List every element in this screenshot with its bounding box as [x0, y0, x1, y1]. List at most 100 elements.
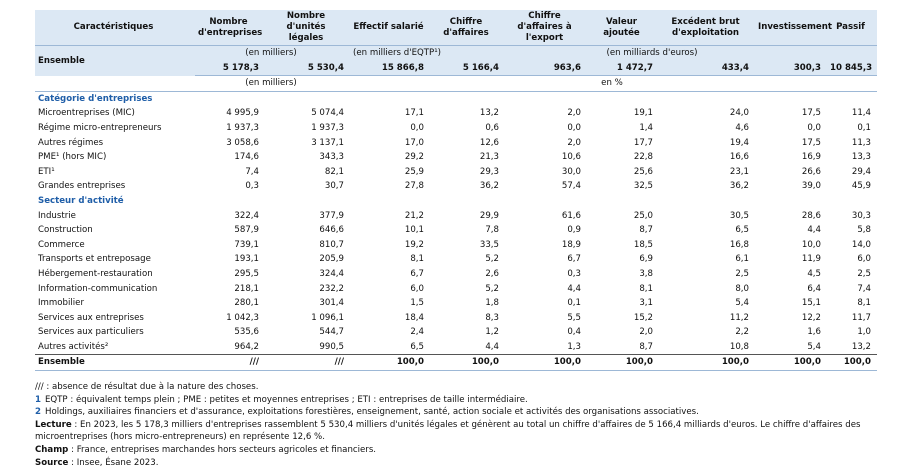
- cell: 6,9: [639, 254, 653, 265]
- row-label: PME¹ (hors MIC): [38, 152, 107, 163]
- cell: 174,6: [234, 152, 259, 163]
- cell: 25,9: [404, 166, 424, 177]
- row-label: Ensemble: [35, 45, 195, 76]
- cell: 0,1: [857, 122, 871, 133]
- cell: 30,7: [324, 181, 344, 192]
- unit-label: (en milliers d'EQTP¹): [350, 45, 441, 61]
- cell: 300,3: [755, 60, 827, 77]
- row-label: Immobilier: [38, 298, 84, 309]
- cell: 10,1: [404, 225, 424, 236]
- cell: 295,5: [234, 268, 259, 279]
- cell: 30,0: [561, 166, 581, 177]
- cell: 19,4: [729, 137, 749, 148]
- cell: 3,8: [639, 268, 653, 279]
- cell: 2,4: [410, 327, 424, 338]
- cell: 32,5: [633, 181, 653, 192]
- cell: 13,2: [851, 341, 871, 352]
- column-header: Passif: [827, 10, 877, 46]
- column-header: Chiffre d'affaires: [430, 10, 505, 46]
- cell: 12,2: [801, 312, 821, 323]
- cell: 21,3: [479, 152, 499, 163]
- unit-label: (en milliers): [195, 75, 350, 92]
- cell: 33,5: [479, 239, 499, 250]
- row-label: Industrie: [38, 210, 76, 221]
- cell: 16,8: [729, 239, 749, 250]
- column-header: Nombre d'unités légales: [265, 10, 350, 46]
- section-row: Catégorie d'entreprises: [35, 91, 877, 106]
- note-label: Champ: [35, 444, 69, 455]
- cell: 11,3: [851, 137, 871, 148]
- cell: 0,9: [567, 225, 581, 236]
- cell: 23,1: [729, 166, 749, 177]
- note: Source : Insee, Ésane 2023.: [35, 457, 895, 470]
- cell: 15,2: [633, 312, 653, 323]
- row-label: Autres régimes: [38, 137, 104, 148]
- row-label: Commerce: [38, 239, 85, 250]
- units-row: (en milliers) en %: [35, 75, 877, 92]
- cell: 535,6: [234, 327, 259, 338]
- cell: 13,2: [479, 108, 499, 119]
- cell: 587,9: [234, 225, 259, 236]
- cell: 100,0: [827, 354, 877, 372]
- cell: 29,2: [404, 152, 424, 163]
- cell: 1 937,3: [311, 122, 344, 133]
- cell: 0,0: [410, 122, 424, 133]
- unit-label: en %: [350, 75, 877, 92]
- cell: 2,5: [857, 268, 871, 279]
- row-label: Information-communication: [38, 283, 158, 294]
- cell: 5,4: [807, 341, 821, 352]
- cell: 6,4: [807, 283, 821, 294]
- note: 1 EQTP : équivalent temps plein ; PME : p…: [35, 394, 895, 407]
- cell: 4,4: [485, 341, 499, 352]
- cell: 61,6: [561, 210, 581, 221]
- cell: 193,1: [234, 254, 259, 265]
- cell: 646,6: [319, 225, 344, 236]
- cell: 19,1: [633, 108, 653, 119]
- cell: ///: [195, 354, 265, 372]
- cell: 280,1: [234, 298, 259, 309]
- cell: 30,3: [851, 210, 871, 221]
- cell: 0,3: [245, 181, 259, 192]
- cell: 343,3: [319, 152, 344, 163]
- cell: 6,7: [410, 268, 424, 279]
- cell: 1 042,3: [226, 312, 259, 323]
- cell: 8,3: [485, 312, 499, 323]
- cell: 11,9: [801, 254, 821, 265]
- data-row: Hébergement-restauration 295,5 324,4 6,7 2,6…: [35, 267, 877, 282]
- row-label: Ensemble: [35, 354, 195, 372]
- cell: 10,8: [729, 341, 749, 352]
- note-text: EQTP : équivalent temps plein ; PME : pe…: [44, 394, 528, 405]
- cell: 11,2: [729, 312, 749, 323]
- note-text: : Insee, Ésane 2023.: [68, 457, 159, 468]
- cell: 16,6: [729, 152, 749, 163]
- cell: 8,7: [639, 225, 653, 236]
- cell: 5,5: [567, 312, 581, 323]
- cell: 100,0: [659, 354, 755, 372]
- note: Champ : France, entreprises marchandes h…: [35, 444, 895, 457]
- note-text: Holdings, auxiliaires financiers et d'as…: [44, 407, 699, 418]
- cell: 14,0: [851, 239, 871, 250]
- cell: 5 530,4: [265, 60, 350, 77]
- data-row: Régime micro-entrepreneurs 1 937,3 1 937,3…: [35, 121, 877, 136]
- cell: 1,6: [807, 327, 821, 338]
- data-row: PME¹ (hors MIC) 174,6 343,3 29,2 21,3 10,6 22,…: [35, 150, 877, 165]
- cell: 12,6: [479, 137, 499, 148]
- note: 2 Holdings, auxiliaires financiers et d'a…: [35, 406, 895, 419]
- column-header: Excédent brut d'exploitation: [659, 10, 755, 46]
- column-header: Caractéristiques: [35, 10, 195, 46]
- cell: 6,1: [735, 254, 749, 265]
- cell: 8,0: [735, 283, 749, 294]
- cell: 10,0: [801, 239, 821, 250]
- cell: 28,6: [801, 210, 821, 221]
- cell: 2,6: [485, 268, 499, 279]
- column-header: Valeur ajoutée: [587, 10, 659, 46]
- cell: 0,0: [567, 122, 581, 133]
- data-table: Caractéristiques Nombre d'entreprises Nomb…: [35, 10, 877, 372]
- note-text: : En 2023, les 5 178,3 milliers d'entrep…: [35, 419, 861, 443]
- row-label: Construction: [38, 225, 93, 236]
- cell: 21,2: [404, 210, 424, 221]
- note-text: /// : absence de résultat due à la natur…: [35, 382, 259, 392]
- cell: 5,8: [857, 225, 871, 236]
- cell: 18,5: [633, 239, 653, 250]
- ensemble-row: 5 178,3 5 530,4 15 866,8 5 166,4 963,6 1 472,…: [35, 60, 877, 77]
